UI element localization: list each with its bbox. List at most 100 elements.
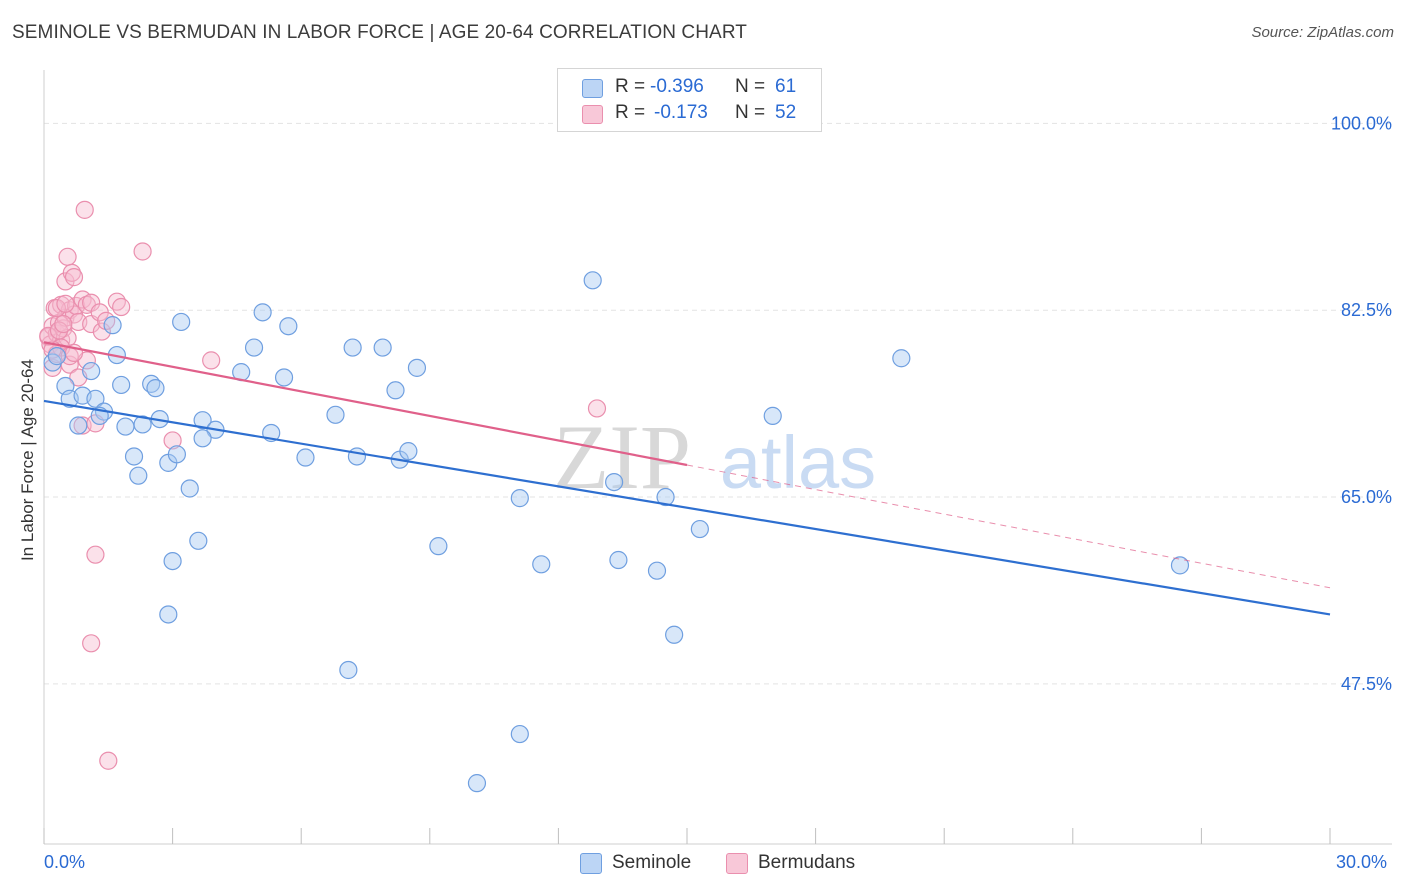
bermudans-point [133, 242, 152, 261]
seminole-point [347, 447, 367, 466]
seminole-point [373, 338, 392, 357]
y-tick-label: 65.0% [1341, 487, 1392, 507]
seminole-point [180, 479, 199, 498]
y-tick-label: 82.5% [1341, 300, 1392, 320]
legend-r-label: R = [615, 102, 646, 123]
chart-source: Source: ZipAtlas.com [1251, 24, 1394, 41]
seminole-point [116, 417, 135, 436]
seminole-swatch [582, 79, 603, 98]
seminole-point [665, 625, 684, 644]
legend-n-label: N = [735, 76, 766, 97]
bermudans-point [112, 297, 131, 317]
seminole-point [86, 389, 105, 408]
legend-r-label: R = [615, 76, 646, 97]
legend-n-value: 52 [775, 102, 797, 123]
seminole-point [274, 368, 294, 387]
seminole-point [467, 774, 487, 793]
seminole-point [253, 303, 272, 322]
legend-n-label: N = [735, 102, 766, 123]
seminole-point [193, 429, 212, 448]
series-legend-seminole: Seminole [580, 851, 710, 877]
seminole-point [407, 358, 427, 377]
series-legend-bermudans: Bermudans [726, 851, 876, 877]
trendline-seminole [43, 399, 1331, 616]
x-tick-max: 30.0% [1336, 852, 1388, 872]
bermudans-point [75, 200, 94, 219]
seminole-point [133, 415, 152, 434]
seminole-point [399, 442, 418, 461]
seminole-point [189, 531, 208, 550]
seminole-point [690, 519, 709, 539]
y-axis-label: In Labor Force | Age 20-64 [18, 359, 37, 561]
watermark: ZIP atlas [553, 406, 876, 508]
axes [43, 70, 1392, 845]
seminole-point [510, 724, 529, 744]
seminole-point [167, 445, 186, 464]
seminole-point [609, 550, 628, 570]
seminole-point [583, 271, 602, 290]
bermudans-point [56, 294, 75, 313]
seminole-point [69, 416, 88, 435]
trendlines [43, 341, 1331, 616]
x-tick-min: 0.0% [44, 852, 86, 872]
seminole-point [279, 317, 298, 336]
seminole-point [146, 379, 165, 398]
y-tick-label: 47.5% [1341, 674, 1392, 694]
bermudans-legend-label: Bermudans [758, 852, 856, 873]
bermudans-point [43, 358, 62, 377]
bermudans-point [202, 351, 221, 370]
seminole-point [656, 487, 675, 507]
bermudans-point [99, 751, 118, 770]
y-tick-label: 100.0% [1331, 113, 1392, 133]
seminole-point [386, 381, 405, 400]
bermudans-point [92, 322, 111, 341]
seminole-point [605, 472, 624, 492]
seminole-point [193, 411, 212, 430]
bermudans-point [86, 545, 105, 564]
seminole-point [112, 375, 131, 395]
seminole-point [163, 551, 182, 571]
seminole-point [159, 605, 178, 624]
seminole-point [647, 561, 667, 580]
seminole-point [244, 338, 264, 357]
bermudans-point [64, 268, 84, 287]
seminole-point [47, 347, 66, 366]
bermudans-point [82, 634, 101, 653]
trendline-bermudans [43, 341, 688, 467]
legend-r-value: -0.173 [654, 102, 708, 123]
seminole-point [339, 660, 358, 680]
seminole-point [103, 316, 122, 335]
seminole-points [43, 271, 1190, 793]
seminole-point [296, 448, 315, 467]
watermark-atlas: atlas [720, 421, 876, 504]
seminole-point [429, 537, 448, 556]
seminole-point [510, 489, 529, 508]
bermudans-swatch [582, 105, 603, 124]
seminole-legend-label: Seminole [612, 852, 692, 873]
seminole-legend-swatch [580, 853, 602, 874]
seminole-point [82, 361, 101, 381]
bermudans-point [58, 247, 77, 266]
seminole-point [343, 338, 362, 357]
seminole-point [124, 447, 144, 466]
trendline-bermudans-extension [686, 464, 1331, 589]
seminole-point [326, 405, 345, 424]
bermudans-point [39, 326, 58, 345]
bermudans-point [54, 314, 73, 334]
bermudans-point [163, 431, 182, 450]
bermudans-point [587, 399, 607, 418]
seminole-point [532, 555, 551, 574]
seminole-point [763, 406, 782, 425]
seminole-point [892, 349, 911, 368]
chart-title: SEMINOLE VS BERMUDAN IN LABOR FORCE | AG… [12, 22, 748, 43]
watermark-zip: ZIP [553, 406, 691, 508]
seminole-point [172, 312, 191, 332]
y-tick-labels: 47.5% 65.0% 82.5% 100.0% [1331, 113, 1392, 693]
legend-n-value: 61 [775, 76, 797, 97]
correlation-legend: R = -0.396 N = 61 R = -0.173 N = 52 [557, 68, 822, 132]
seminole-point [129, 466, 148, 485]
legend-r-value: -0.396 [650, 76, 704, 97]
gridlines [44, 122, 1392, 685]
bermudans-points [39, 200, 607, 770]
